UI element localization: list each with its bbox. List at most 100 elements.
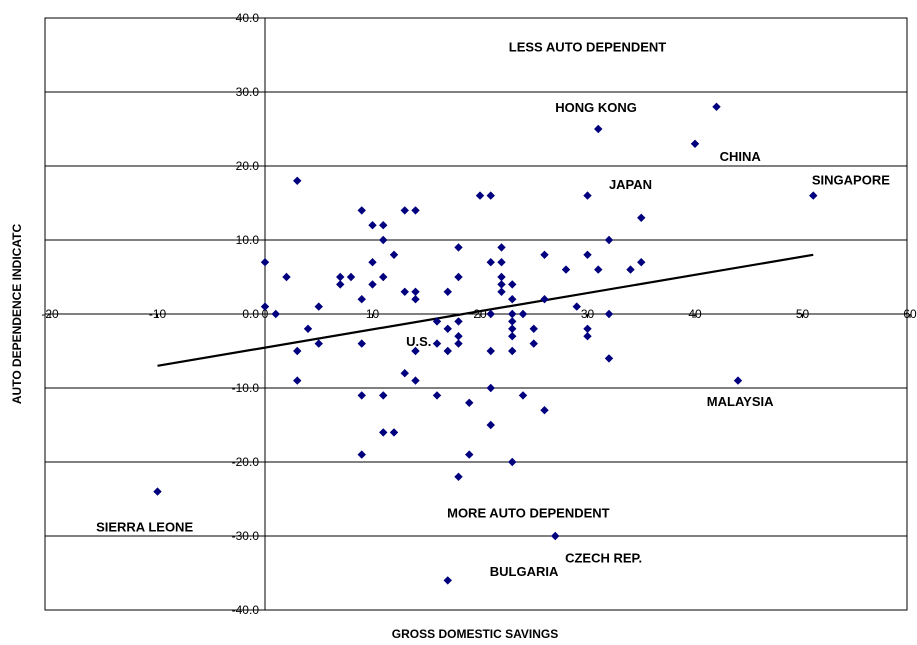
x-tick-label: 40 [688,307,702,321]
data-point [293,376,302,385]
data-point [594,265,603,274]
data-point [443,576,452,585]
x-tick-label: 30 [581,307,595,321]
data-point [540,406,549,415]
data-point [379,235,388,245]
data-point [293,176,302,185]
x-tick-label: 10 [366,307,380,321]
data-point [529,324,538,333]
data-points [153,102,818,585]
x-tick-label: -20 [41,307,59,321]
data-point [540,250,549,259]
data-point [454,339,463,348]
data-point [432,317,442,326]
annotation-label: CHINA [720,149,762,164]
data-point [411,206,420,215]
data-point [389,250,399,259]
data-point [508,295,517,304]
data-point [443,324,452,333]
data-point [379,221,388,230]
data-point [368,221,377,230]
y-tick-label: 30.0 [236,85,260,99]
data-point [411,287,420,296]
data-point [486,258,495,267]
axes: -20 -10 0 10 20 30 40 50 60 -40.0 -30.0 -20.0 -10.0 0… [41,11,917,617]
data-point [432,339,442,348]
data-point [712,102,721,111]
data-point [357,206,366,215]
annotation-label: LESS AUTO DEPENDENT [509,39,667,54]
data-point [411,376,420,385]
annotation-label: SIERRA LEONE [96,520,193,535]
data-point [626,265,635,274]
data-point [508,317,517,326]
x-tick-label: 50 [796,307,810,321]
data-point [346,272,356,282]
x-tick-label: 0 [262,307,269,321]
data-point [583,250,592,259]
data-point [637,213,646,222]
y-tick-label: -20.0 [232,455,260,469]
data-point [475,191,485,200]
data-point [400,369,409,378]
x-tick-label: 20 [473,307,487,321]
data-point [540,295,549,304]
data-point [260,302,270,311]
data-point [454,272,463,282]
data-point [293,346,302,356]
data-point [497,287,506,296]
data-point [336,272,345,282]
data-point [497,258,506,267]
y-axis-title: AUTO DEPENDENCE INDICATC [10,224,24,405]
data-point [411,346,420,356]
y-tick-label: -30.0 [232,529,260,543]
data-point [572,302,581,311]
data-point [604,309,614,319]
trendline-group [157,253,814,367]
gridlines [45,91,907,537]
data-point [443,346,452,356]
data-point [561,265,571,274]
data-point [508,309,517,319]
annotation-label: HONG KONG [555,100,637,115]
data-point [508,457,517,467]
data-point [465,398,474,407]
y-tick-label: -40.0 [232,603,260,617]
data-point [486,420,495,430]
data-point [336,280,345,289]
x-axis-title: GROSS DOMESTIC SAVINGS [392,627,558,641]
data-point [454,332,463,341]
x-tick-label: -10 [149,307,167,321]
data-point [497,243,506,252]
data-point [583,332,592,341]
annotation-label: JAPAN [609,177,652,192]
data-point [379,428,388,437]
data-point [314,339,323,348]
data-point [508,324,517,333]
y-tick-label: -10.0 [232,381,260,395]
data-point [551,531,560,541]
annotation-label: BULGARIA [490,564,559,579]
data-point [432,391,442,400]
data-point [357,339,366,348]
data-point [314,302,323,311]
data-point [486,346,495,356]
data-point [497,280,506,289]
data-point [454,317,463,326]
data-point [604,235,614,245]
data-point [260,258,270,267]
data-point [357,450,366,459]
y-tick-label: 0.0 [242,307,259,321]
data-point [604,354,614,363]
data-point [303,324,313,333]
data-point [454,472,463,481]
data-point [454,243,463,252]
data-point [400,287,409,296]
data-point [690,139,700,148]
data-point [594,124,603,134]
data-point [443,287,452,296]
data-point [379,391,388,400]
data-point [486,191,495,200]
annotation-label: SINGAPORE [812,173,890,188]
